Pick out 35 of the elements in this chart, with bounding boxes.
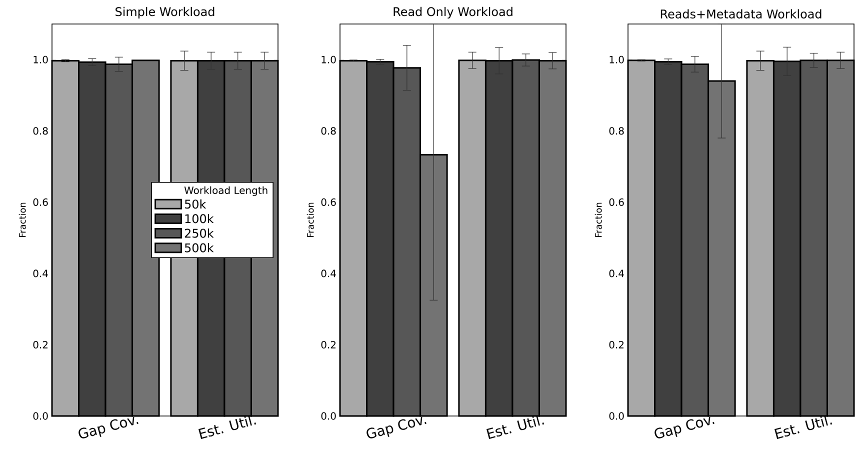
y-tick-label: 0.8 — [321, 127, 336, 135]
y-tick-label: 0.6 — [609, 198, 624, 206]
y-axis-title: Fraction — [18, 202, 26, 238]
chart-title: Simple Workload — [116, 6, 214, 18]
y-axis-title: Fraction — [594, 202, 602, 238]
y-tick-label: 0.2 — [321, 340, 336, 348]
y-tick-label: 1.0 — [610, 56, 624, 64]
legend-label: 500k — [184, 243, 214, 252]
y-tick-label: 0.2 — [609, 340, 624, 348]
y-axis-title: Fraction — [306, 202, 314, 238]
legend-label: 50k — [184, 199, 206, 209]
x-tick-label: Est. Util. — [774, 415, 832, 439]
y-tick-label: 0.0 — [609, 412, 624, 420]
y-tick-label: 0.0 — [33, 412, 48, 420]
y-tick-label: 0.6 — [321, 198, 336, 206]
legend-label: 250k — [184, 228, 214, 238]
x-tick-label: Gap Cov. — [78, 416, 138, 438]
y-tick-label: 0.0 — [321, 412, 336, 420]
x-tick-label: Gap Cov. — [654, 416, 714, 438]
x-tick-label: Est. Util. — [198, 415, 256, 439]
y-tick-label: 0.6 — [33, 198, 48, 206]
chart-title: Reads+Metadata Workload — [660, 9, 822, 18]
y-tick-label: 0.4 — [33, 270, 48, 278]
y-tick-label: 0.8 — [609, 127, 624, 135]
y-tick-label: 1.0 — [322, 56, 336, 64]
y-tick-label: 0.8 — [33, 127, 48, 135]
chart-title: Read Only Workload — [394, 6, 512, 18]
x-tick-label: Gap Cov. — [366, 416, 426, 438]
legend-title: Workload Length — [184, 186, 268, 196]
y-tick-label: 0.4 — [609, 270, 624, 278]
y-tick-label: 1.0 — [34, 56, 48, 64]
y-tick-label: 0.4 — [321, 270, 336, 278]
x-tick-label: Est. Util. — [486, 415, 544, 439]
y-tick-label: 0.2 — [33, 340, 48, 348]
legend-label: 100k — [185, 214, 214, 224]
